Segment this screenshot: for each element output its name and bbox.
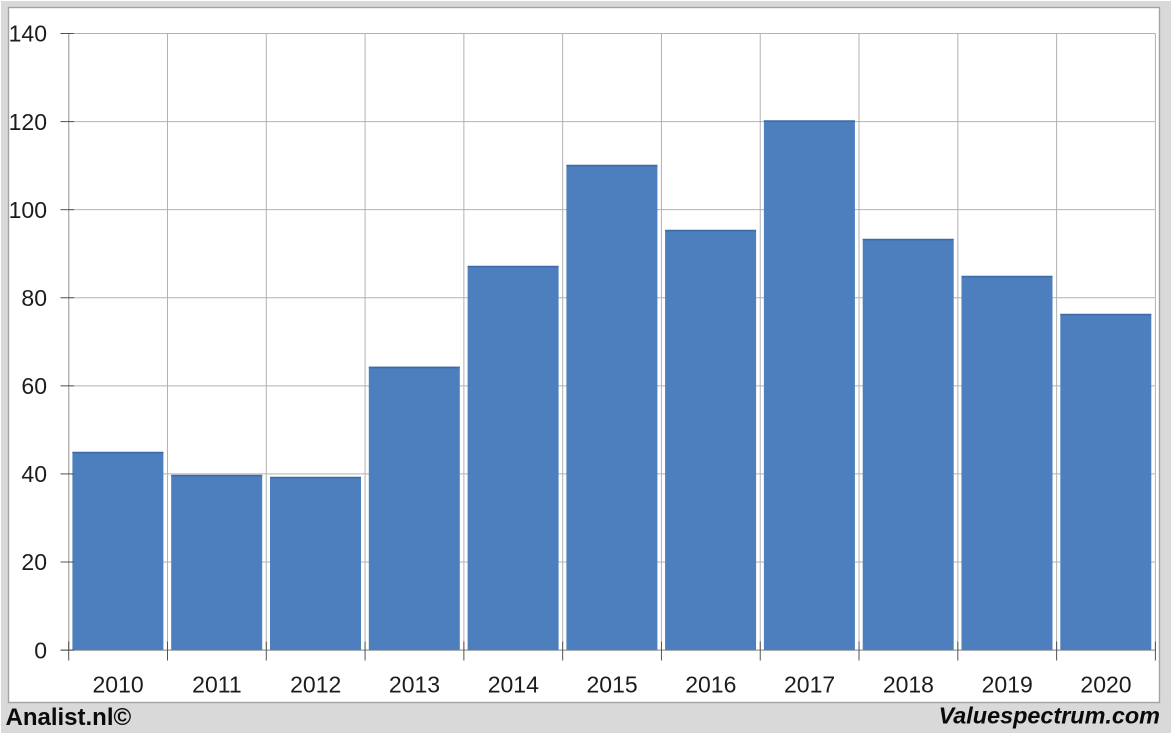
svg-text:Analist.nl©: Analist.nl© [6, 704, 132, 731]
svg-text:2014: 2014 [488, 671, 539, 697]
svg-text:2010: 2010 [93, 671, 144, 697]
svg-text:2015: 2015 [587, 671, 638, 697]
svg-text:40: 40 [21, 461, 47, 487]
svg-text:2012: 2012 [290, 671, 341, 697]
svg-text:2013: 2013 [389, 671, 440, 697]
svg-text:Valuespectrum.com: Valuespectrum.com [939, 703, 1160, 729]
svg-text:100: 100 [9, 197, 47, 223]
svg-text:2017: 2017 [784, 671, 835, 697]
svg-text:2016: 2016 [685, 671, 736, 697]
svg-text:140: 140 [9, 21, 47, 47]
svg-text:60: 60 [21, 373, 47, 399]
svg-text:120: 120 [9, 109, 47, 135]
svg-text:0: 0 [34, 637, 47, 663]
svg-text:20: 20 [21, 549, 47, 575]
svg-text:2011: 2011 [192, 671, 241, 697]
svg-text:2019: 2019 [982, 671, 1033, 697]
svg-text:80: 80 [21, 285, 47, 311]
svg-text:2018: 2018 [883, 671, 934, 697]
svg-text:2020: 2020 [1080, 671, 1131, 697]
